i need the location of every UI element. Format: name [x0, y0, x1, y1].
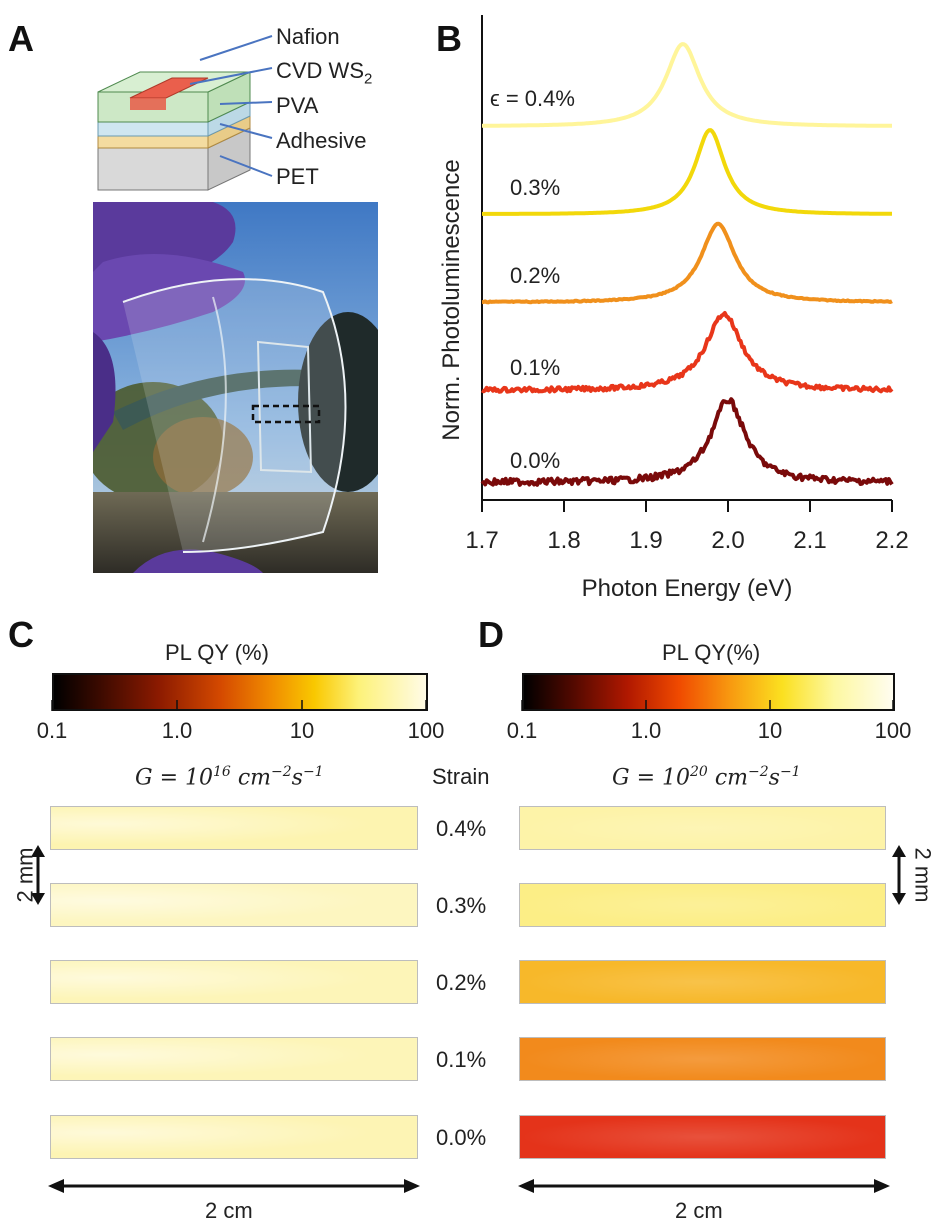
pl-map-strip-d-1 [519, 883, 886, 927]
layer-label-adhesive: Adhesive [276, 128, 367, 153]
x-tick-label-0: 1.7 [465, 527, 498, 554]
strain-label-3: 0.1% [436, 1047, 487, 1072]
generation-rate-c: G = 1016 cm−2s−1 [135, 764, 324, 791]
pl-map-strip-d-0 [519, 806, 886, 850]
colorbar-c-tick-3: 100 [408, 718, 445, 743]
strain-label-4: 0.0% [436, 1125, 487, 1150]
colorbar-d-title: PL QY(%) [662, 640, 761, 665]
pl-spectra-chart: Norm. Photoluminescence Photon Energy (e… [438, 15, 909, 602]
colorbar-c-tick-0: 0.1 [37, 718, 68, 743]
scale-bar-2mm-left [31, 845, 45, 905]
strain-label-2: 0.2% [436, 970, 487, 995]
pl-trace-3 [481, 311, 894, 394]
pl-trace-label-4: 0.0% [510, 448, 560, 473]
colorbar-d-tick-1: 1.0 [631, 718, 662, 743]
colorbar-d-tick-2: 10 [758, 718, 782, 743]
layer-label-ws2: CVD WS2 [276, 58, 373, 88]
panel-letter-c: C [8, 614, 34, 655]
colorbar-c-title: PL QY (%) [165, 640, 269, 665]
pl-map-strip-c-4 [50, 1115, 418, 1159]
colorbar-c [52, 673, 428, 711]
device-photo [93, 202, 378, 573]
x-tick-label-2: 1.9 [629, 527, 662, 554]
y-axis-label: Norm. Photoluminescence [438, 159, 465, 440]
pl-map-strip-c-0 [50, 806, 418, 850]
pl-trace-label-2: 0.2% [510, 263, 560, 288]
layer-label-nafion: Nafion [276, 24, 340, 49]
x-tick-label-5: 2.2 [875, 527, 908, 554]
pl-trace-label-1: 0.3% [510, 175, 560, 200]
scale-label-2mm-left: 2 mm [12, 847, 38, 903]
colorbar-c-minor-ticks [51, 700, 427, 711]
pl-trace-label-0: ϵ = 0.4% [490, 86, 575, 111]
layer-label-pet: PET [276, 164, 319, 189]
scale-label-2cm-left: 2 cm [205, 1198, 253, 1223]
colorbar-d-tick-0: 0.1 [507, 718, 538, 743]
colorbar-d [522, 673, 895, 711]
scale-bar-2mm-right [892, 845, 906, 905]
trace-group [480, 42, 894, 487]
panel-letter-b: B [436, 18, 462, 59]
colorbar-c-tick-2: 10 [290, 718, 314, 743]
layer-pointer-lines [189, 35, 273, 177]
colorbar-c-ticks: 0.1 1.0 10 100 [37, 700, 445, 743]
pl-map-strip-c-3 [50, 1037, 418, 1081]
trace-label-group: ϵ = 0.4% 0.3% 0.2% 0.1% 0.0% [490, 86, 575, 473]
layer-label-pva: PVA [276, 93, 319, 118]
pl-map-strip-d-3 [519, 1037, 886, 1081]
pl-trace-0 [481, 42, 893, 128]
x-axis-label: Photon Energy (eV) [582, 575, 793, 602]
colorbar-d-tick-3: 100 [875, 718, 912, 743]
pl-trace-2 [481, 221, 893, 305]
pl-map-strip-c-2 [50, 960, 418, 1004]
layer-stack-schematic [97, 71, 251, 191]
strain-label-0: 0.4% [436, 816, 487, 841]
pl-trace-label-3: 0.1% [510, 355, 560, 380]
x-tick-label-3: 2.0 [711, 527, 744, 554]
panel-letter-d: D [478, 614, 504, 655]
x-tick-group: 1.7 1.8 1.9 2.0 2.1 2.2 [465, 500, 909, 554]
x-tick-label-1: 1.8 [547, 527, 580, 554]
scale-bar-2cm-right [518, 1179, 890, 1193]
generation-rate-d: G = 1020 cm−2s−1 [612, 764, 801, 791]
strain-label-1: 0.3% [436, 893, 487, 918]
pl-map-strip-c-1 [50, 883, 418, 927]
scale-bar-2cm-left [48, 1179, 420, 1193]
colorbar-d-minor-ticks [521, 700, 894, 711]
pl-trace-1 [481, 128, 893, 216]
pl-map-strip-d-4 [519, 1115, 886, 1159]
scale-label-2cm-right: 2 cm [675, 1198, 723, 1223]
scale-label-2mm-right: 2 mm [910, 847, 933, 903]
pl-trace-4 [480, 397, 894, 487]
colorbar-d-ticks: 0.1 1.0 10 100 [507, 700, 912, 743]
colorbar-c-tick-1: 1.0 [162, 718, 193, 743]
x-tick-label-4: 2.1 [793, 527, 826, 554]
panel-letter-a: A [8, 18, 34, 59]
strain-header: Strain [432, 764, 490, 789]
pl-map-strip-d-2 [519, 960, 886, 1004]
